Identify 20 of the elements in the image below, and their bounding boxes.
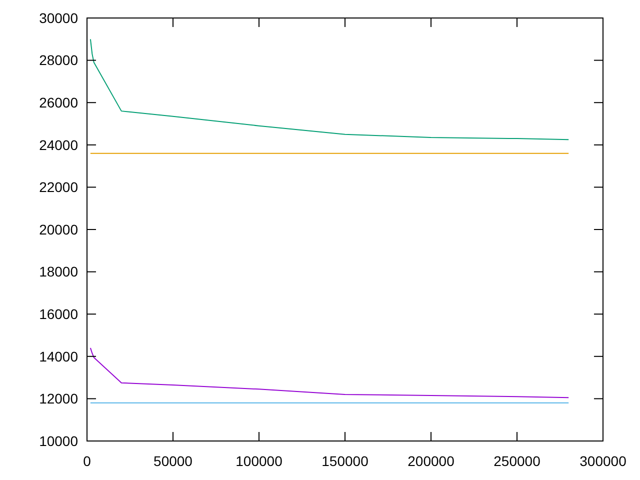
line-series: [90, 347, 570, 398]
x-tick-label: 150000: [322, 453, 369, 469]
y-tick-label: 24000: [39, 136, 78, 153]
x-tick-label: 50000: [154, 453, 193, 469]
y-tick-label: 10000: [39, 432, 78, 449]
y-tick-label: 14000: [39, 348, 78, 364]
x-tick-label: 250000: [494, 453, 541, 469]
y-tick-label: 20000: [39, 221, 78, 238]
y-tick-label: 16000: [39, 306, 78, 322]
y-tick-label: 30000: [39, 10, 78, 26]
x-tick-label: 300000: [580, 453, 627, 469]
y-tick-label: 12000: [39, 390, 78, 407]
x-tick-label: 100000: [236, 453, 283, 469]
y-tick-label: 18000: [39, 264, 78, 280]
x-tick-label: 200000: [408, 453, 455, 469]
y-tick-label: 26000: [39, 94, 78, 110]
line-series: [90, 38, 570, 140]
x-tick-label: 0: [83, 453, 92, 469]
y-tick-label: 22000: [39, 179, 78, 196]
y-tick-label: 28000: [39, 52, 78, 68]
